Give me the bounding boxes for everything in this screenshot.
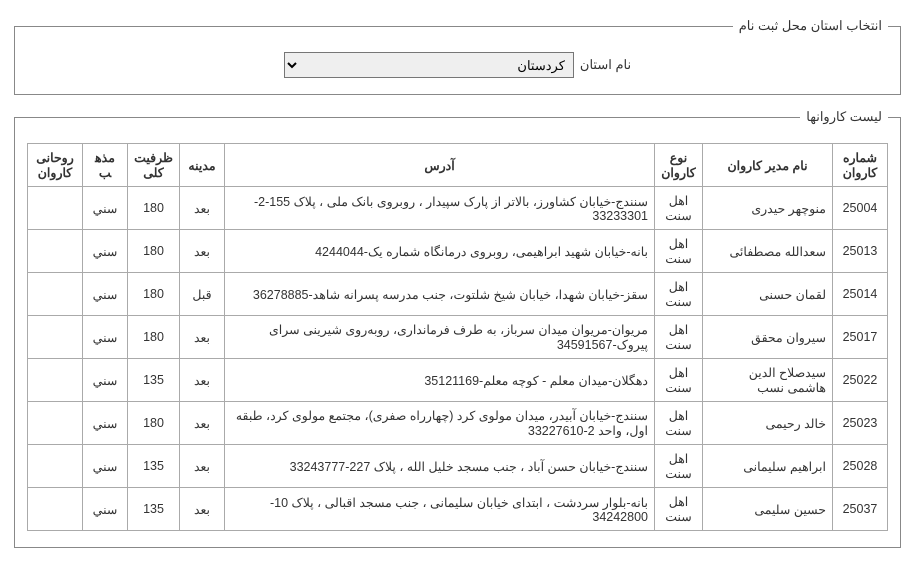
td-address: بانه-خیابان شهید ابراهیمی، روبروی درمانگ… [225, 230, 655, 273]
td-type: اهل سنت [655, 230, 703, 273]
th-capacity: ظرفیت کلی [128, 144, 180, 187]
td-religion: سني [83, 273, 128, 316]
th-manager: نام مدیر کاروان [703, 144, 833, 187]
table-row: 25004منوچهر حیدریاهل سنتسنندج-خیابان کشا… [28, 187, 888, 230]
table-row: 25028ابراهیم سلیمانیاهل سنتسنندج-خیابان … [28, 445, 888, 488]
td-manager: ابراهیم سلیمانی [703, 445, 833, 488]
td-religion: سني [83, 187, 128, 230]
td-type: اهل سنت [655, 316, 703, 359]
td-manager: سیروان محقق [703, 316, 833, 359]
td-number: 25028 [833, 445, 888, 488]
td-madineh: قبل [180, 273, 225, 316]
caravans-table: شماره کاروان نام مدیر کاروان نوع کاروان … [27, 143, 888, 531]
td-number: 25023 [833, 402, 888, 445]
td-cleric [28, 273, 83, 316]
td-manager: منوچهر حیدری [703, 187, 833, 230]
table-row: 25013سعدالله مصطفائیاهل سنتبانه-خیابان ش… [28, 230, 888, 273]
td-type: اهل سنت [655, 488, 703, 531]
td-type: اهل سنت [655, 359, 703, 402]
td-manager: لقمان حسنی [703, 273, 833, 316]
td-madineh: بعد [180, 230, 225, 273]
td-number: 25022 [833, 359, 888, 402]
td-cleric [28, 230, 83, 273]
td-type: اهل سنت [655, 187, 703, 230]
table-row: 25023خالد رحیمیاهل سنتسنندج-خیابان آبیدر… [28, 402, 888, 445]
table-row: 25014لقمان حسنیاهل سنتسقز-خیابان شهدا، خ… [28, 273, 888, 316]
td-madineh: بعد [180, 187, 225, 230]
td-capacity: 135 [128, 359, 180, 402]
td-address: سنندج-خیابان کشاورز، بالاتر از پارک سپید… [225, 187, 655, 230]
td-type: اهل سنت [655, 273, 703, 316]
td-number: 25017 [833, 316, 888, 359]
td-madineh: بعد [180, 445, 225, 488]
td-address: سنندج-خیابان آبیدر، میدان مولوی کرد (چها… [225, 402, 655, 445]
table-row: 25037حسین سلیمیاهل سنتبانه-بلوار سردشت ،… [28, 488, 888, 531]
td-manager: سیدصلاح الدین هاشمی نسب [703, 359, 833, 402]
td-capacity: 135 [128, 445, 180, 488]
td-madineh: بعد [180, 488, 225, 531]
td-number: 25037 [833, 488, 888, 531]
td-address: بانه-بلوار سردشت ، ابتدای خیابان سلیمانی… [225, 488, 655, 531]
td-cleric [28, 316, 83, 359]
th-cleric: روحانی کاروان [28, 144, 83, 187]
td-cleric [28, 187, 83, 230]
td-number: 25014 [833, 273, 888, 316]
td-address: سقز-خیابان شهدا، خیابان شیخ شلتوت، جنب م… [225, 273, 655, 316]
td-address: دهگلان-میدان معلم - کوچه معلم-35121169 [225, 359, 655, 402]
td-address: سنندج-خیابان حسن آباد ، جنب مسجد خلیل ال… [225, 445, 655, 488]
td-capacity: 180 [128, 316, 180, 359]
caravans-fieldset: لیست کاروانها شماره کاروان نام مدیر کارو… [14, 109, 901, 548]
td-manager: حسین سلیمی [703, 488, 833, 531]
td-cleric [28, 488, 83, 531]
province-label: نام استان [580, 57, 631, 73]
td-capacity: 180 [128, 187, 180, 230]
th-number: شماره کاروان [833, 144, 888, 187]
table-row: 25022سیدصلاح الدین هاشمی نسباهل سنتدهگلا… [28, 359, 888, 402]
province-select[interactable]: کردستان [284, 52, 574, 78]
td-type: اهل سنت [655, 402, 703, 445]
td-religion: سني [83, 488, 128, 531]
th-type: نوع کاروان [655, 144, 703, 187]
td-religion: سني [83, 230, 128, 273]
td-religion: سني [83, 316, 128, 359]
th-madineh: مدینه [180, 144, 225, 187]
td-religion: سني [83, 445, 128, 488]
td-capacity: 180 [128, 273, 180, 316]
province-row: نام استان کردستان [27, 52, 888, 78]
td-number: 25004 [833, 187, 888, 230]
caravans-tbody: 25004منوچهر حیدریاهل سنتسنندج-خیابان کشا… [28, 187, 888, 531]
td-madineh: بعد [180, 316, 225, 359]
td-madineh: بعد [180, 402, 225, 445]
province-fieldset: انتخاب استان محل ثبت نام نام استان کردست… [14, 18, 901, 95]
table-header-row: شماره کاروان نام مدیر کاروان نوع کاروان … [28, 144, 888, 187]
td-manager: سعدالله مصطفائی [703, 230, 833, 273]
td-number: 25013 [833, 230, 888, 273]
td-capacity: 135 [128, 488, 180, 531]
td-capacity: 180 [128, 230, 180, 273]
td-type: اهل سنت [655, 445, 703, 488]
province-legend: انتخاب استان محل ثبت نام [733, 18, 888, 34]
td-religion: سني [83, 359, 128, 402]
table-row: 25017سیروان محققاهل سنتمریوان-مریوان مید… [28, 316, 888, 359]
td-manager: خالد رحیمی [703, 402, 833, 445]
td-cleric [28, 445, 83, 488]
td-cleric [28, 402, 83, 445]
td-address: مریوان-مریوان میدان سرباز، به طرف فرماند… [225, 316, 655, 359]
td-religion: سني [83, 402, 128, 445]
caravans-legend: لیست کاروانها [800, 109, 888, 125]
th-religion: مذهب [83, 144, 128, 187]
th-address: آدرس [225, 144, 655, 187]
td-madineh: بعد [180, 359, 225, 402]
td-capacity: 180 [128, 402, 180, 445]
td-cleric [28, 359, 83, 402]
